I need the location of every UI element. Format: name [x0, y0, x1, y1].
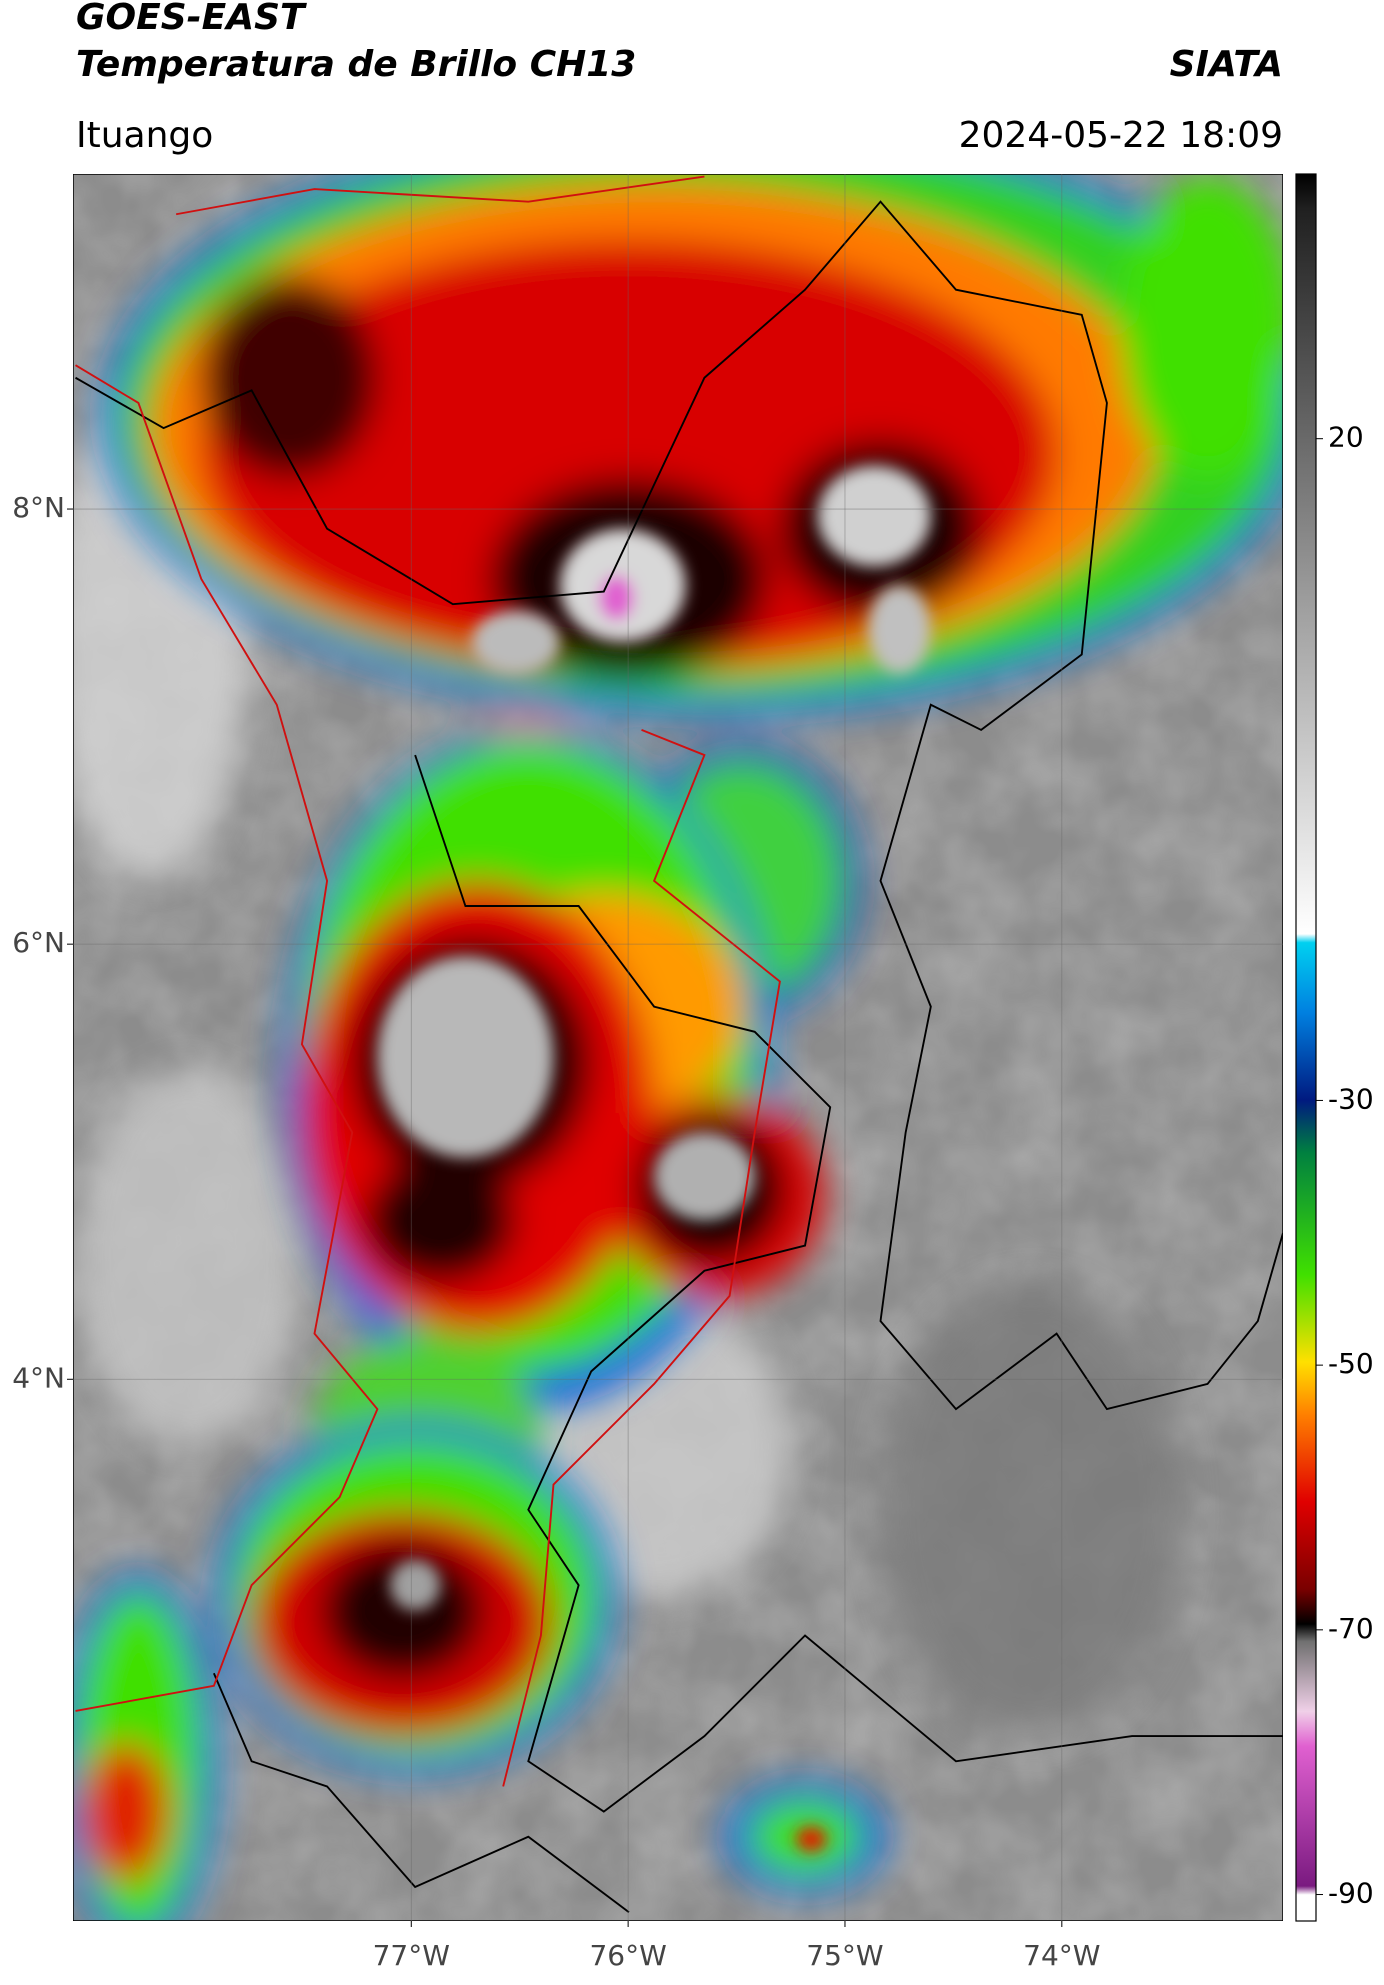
location: Ituango	[76, 115, 213, 156]
title: GOES-EAST	[76, 0, 307, 38]
x-tick-label: 75°W	[806, 1939, 883, 1972]
y-tick-label: 6°N	[12, 926, 65, 959]
colorbar-tick-label: -90	[1328, 1877, 1374, 1910]
colorbar-tick-label: 20	[1328, 421, 1364, 454]
y-tick-label: 4°N	[12, 1361, 65, 1394]
colorbar-tick-label: -50	[1328, 1347, 1374, 1380]
source: SIATA	[1170, 44, 1283, 85]
y-tick-label: 8°N	[12, 491, 65, 524]
x-tick-label: 77°W	[373, 1939, 450, 1972]
colorbar-tick-label: -70	[1328, 1612, 1374, 1645]
x-tick-label: 74°W	[1023, 1939, 1100, 1972]
subtitle: Temperatura de Brillo CH13	[76, 44, 636, 85]
x-tick-label: 76°W	[589, 1939, 666, 1972]
graticule	[73, 174, 1283, 1921]
datetime: 2024-05-22 18:09	[959, 115, 1283, 156]
colorbar-tick-label: -30	[1328, 1082, 1374, 1115]
satellite-image	[73, 174, 1283, 1921]
colorbar	[1295, 173, 1317, 1922]
